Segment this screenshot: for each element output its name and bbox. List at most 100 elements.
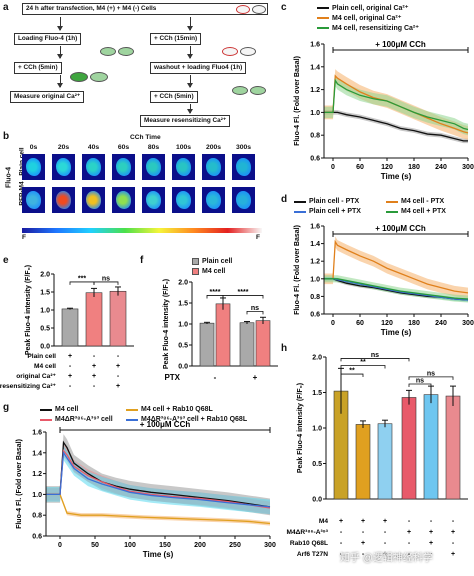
y-tick-label: 1.0 (312, 426, 322, 433)
table-h-cell: + (383, 518, 387, 525)
group-label: - (214, 373, 217, 382)
x-tick-label: 250 (229, 542, 241, 549)
sig-h-3-label: ns (427, 370, 435, 377)
imaging-frame (22, 187, 45, 213)
x-tick-label: 60 (356, 164, 364, 171)
chart-e-svg: 0.0 0.5 1.0 1.5 2.0 Peak Fluo-4 intensity (F/… (0, 265, 134, 390)
legend-g-3: M4ΔR³⁸⁶-A³⁹³ cell + Rab10 Q68L (126, 416, 247, 423)
y-tick-label: 0.0 (178, 364, 188, 371)
legend-c-0: Plain cell, original Ca²⁺ (317, 4, 408, 12)
cell-icon-plain (252, 5, 266, 14)
y-tick-label: 2.0 (40, 272, 50, 279)
y-tick-label: 1.6 (32, 430, 42, 437)
cell-icon-ccH-2 (240, 47, 256, 56)
group-axis-label: PTX (164, 373, 180, 382)
panel-a-flowchart: 24 h after transfection, M4 (+) + M4 (-)… (0, 0, 280, 130)
cell-icon-active-1 (70, 72, 88, 82)
legend-f-1: M4 cell (192, 268, 225, 275)
error-band-1 (324, 236, 468, 299)
legend-f-0-label: Plain cell (202, 258, 233, 265)
table-h-cell: + (361, 540, 365, 547)
cell-fluorescence-blob (176, 191, 191, 209)
cell-fluorescence-blob (146, 158, 161, 176)
table-h-cell: - (430, 551, 433, 558)
cch-annotation: + 100μM CCh (375, 40, 426, 49)
table-e-row-label: original Ca²⁺ (16, 373, 56, 380)
legend-d-2-swatch (294, 210, 306, 213)
cell-fluorescence-blob (116, 191, 131, 209)
y-tick-label: 0.6 (310, 312, 320, 319)
imaging-frame (52, 154, 75, 180)
flow-right-step-2: washout + loading Fluo4 (1h) (150, 62, 247, 74)
y-tick-label: 1.5 (312, 390, 322, 397)
sig-h-1 (340, 365, 386, 369)
x-tick-label: 50 (91, 542, 99, 549)
colorbar-label-low: F (22, 234, 27, 241)
legend-g-1-label: M4 cell + Rab10 Q68L (141, 406, 213, 413)
legend-d-3-swatch (386, 210, 398, 213)
flow-start: 24 h after transfection, M4 (+) + M4 (-)… (22, 3, 268, 15)
legend-g-0-label: M4 cell (55, 406, 79, 413)
sig-h-0 (340, 358, 410, 362)
imaging-time-label: 80s (147, 144, 160, 151)
flow-right-step-1: + CCh (15min) (150, 33, 202, 45)
imaging-frame (172, 187, 195, 213)
imaging-time-label: 200s (205, 144, 222, 151)
legend-d-3-label: M4 cell + PTX (401, 208, 446, 215)
bar-h-3 (401, 397, 417, 500)
bar-f-1-0 (215, 303, 231, 367)
y-tick-label: 0.0 (312, 497, 322, 504)
table-h-row-label: Rab10 Q68L (290, 540, 328, 547)
group-label: + (253, 373, 258, 382)
x-tick-label: 0 (331, 320, 335, 327)
y-axis-label: Fluo-4 Fl. (Fold over Basal) (294, 56, 301, 146)
cell-fluorescence-blob (206, 191, 221, 209)
table-e-cell: - (69, 383, 72, 390)
imaging-frame (172, 154, 195, 180)
y-tick-label: 1.6 (310, 42, 320, 49)
table-h-cell: - (340, 529, 343, 536)
flow-right-step-4: Measure resensitizing Ca²⁺ (140, 115, 231, 127)
bar-f-0-1 (239, 322, 255, 367)
colorbar (22, 228, 262, 233)
panel-letter-c: c (281, 2, 287, 13)
table-e-cell: - (117, 373, 120, 380)
y-axis-label: Peak Fluo-4 intensity (F/F₀) (25, 265, 32, 355)
legend-d-0: Plain cell - PTX (294, 198, 359, 205)
legend-f-0: Plain cell (192, 258, 232, 265)
cell-fluorescence-blob (206, 158, 221, 176)
x-axis-label: Time (s) (381, 172, 412, 181)
panel-c-line-chart: 0.6 0.8 1.0 1.2 1.4 1.6 0 60 120 180 240 300 Time (s… (282, 0, 474, 192)
y-tick-label: 2.0 (178, 280, 188, 287)
flow-arrow-right-4 (187, 104, 193, 114)
table-h-cell: - (408, 551, 411, 558)
bar-f-1-1 (255, 320, 271, 367)
table-h-row-label: Arf6 T27N (297, 551, 328, 558)
bar-h-4 (423, 394, 439, 500)
y-tick-label: 1.2 (310, 259, 320, 266)
sig-h-0-label: ns (371, 352, 379, 359)
legend-d-2-label: Plain cell + PTX (309, 208, 361, 215)
x-axis-label: Time (s) (381, 328, 412, 337)
panel-b-imaging: CCh Time Fluo-4 Plain cell RFP-M4 0s20s4… (0, 130, 280, 255)
table-h-cell: + (429, 529, 433, 536)
x-tick-label: 300 (462, 164, 474, 171)
legend-g-2-label: M4ΔR³⁸⁶-A³⁹³ cell (55, 416, 113, 423)
sig-h-1-label: ** (360, 359, 366, 366)
legend-d-0-swatch (294, 200, 306, 203)
legend-g-2-swatch (40, 418, 52, 421)
legend-d-1: M4 cell - PTX (386, 198, 444, 205)
x-tick-label: 120 (381, 320, 393, 327)
imaging-side-label: Fluo-4 (5, 167, 13, 188)
legend-d-3: M4 cell + PTX (386, 208, 446, 215)
sig-h-4-label: ns (416, 377, 424, 384)
bar-h-5 (445, 395, 461, 500)
flow-arrow-left-3 (57, 75, 63, 88)
sig-e-0-label: *** (78, 275, 86, 282)
y-tick-label: 1.5 (40, 290, 50, 297)
sig-f-2-label: ns (251, 305, 259, 312)
table-e-cell: - (93, 383, 96, 390)
cch-annotation: + 100μM CCh (375, 224, 426, 233)
legend-g-3-swatch (126, 418, 138, 421)
x-tick-label: 300 (264, 542, 276, 549)
